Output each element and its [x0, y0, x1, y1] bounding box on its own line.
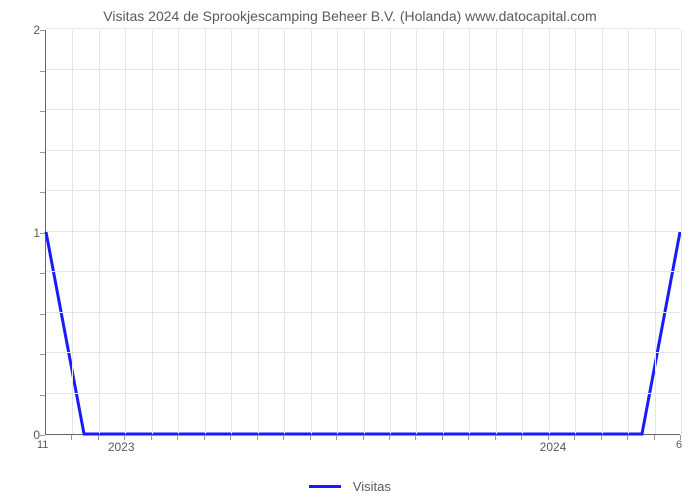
y-minor-tick: [40, 354, 45, 355]
x-tick-label: 2024: [540, 440, 567, 454]
gridline-v: [99, 30, 100, 434]
y-minor-tick: [40, 233, 45, 234]
x-tick-label: 2023: [108, 440, 135, 454]
x-minor-tick: [151, 435, 152, 440]
x-minor-tick: [627, 435, 628, 440]
gridline-h: [46, 69, 680, 70]
gridline-v: [602, 30, 603, 434]
gridline-h: [46, 393, 680, 394]
gridline-v: [416, 30, 417, 434]
y-minor-tick: [40, 192, 45, 193]
gridline-v: [522, 30, 523, 434]
plot-area: [45, 30, 680, 435]
corner-label-right: 6: [676, 439, 682, 451]
gridline-h: [46, 190, 680, 191]
gridline-h: [46, 150, 680, 151]
x-minor-tick: [521, 435, 522, 440]
gridline-h: [46, 109, 680, 110]
gridline-v: [178, 30, 179, 434]
x-minor-tick: [257, 435, 258, 440]
gridline-v: [575, 30, 576, 434]
gridline-v: [655, 30, 656, 434]
y-minor-tick: [40, 152, 45, 153]
y-minor-tick: [40, 111, 45, 112]
x-minor-tick: [283, 435, 284, 440]
y-minor-tick: [40, 71, 45, 72]
gridline-v: [496, 30, 497, 434]
gridline-h: [46, 28, 680, 29]
gridline-v: [628, 30, 629, 434]
x-minor-tick: [601, 435, 602, 440]
x-minor-tick: [336, 435, 337, 440]
x-minor-tick: [654, 435, 655, 440]
gridline-v: [549, 30, 550, 434]
legend-label: Visitas: [353, 479, 391, 494]
x-minor-tick: [389, 435, 390, 440]
gridline-v: [125, 30, 126, 434]
corner-label-left: 11: [37, 439, 48, 451]
legend-swatch: [309, 485, 341, 488]
gridline-v: [364, 30, 365, 434]
x-minor-tick: [98, 435, 99, 440]
gridline-v: [681, 30, 682, 434]
gridline-v: [443, 30, 444, 434]
y-tick-label: 0: [10, 428, 40, 442]
y-minor-tick: [40, 314, 45, 315]
gridline-h: [46, 312, 680, 313]
gridline-v: [284, 30, 285, 434]
x-minor-tick: [310, 435, 311, 440]
gridline-v: [258, 30, 259, 434]
x-minor-tick: [574, 435, 575, 440]
gridline-v: [231, 30, 232, 434]
x-minor-tick: [177, 435, 178, 440]
x-minor-tick: [363, 435, 364, 440]
x-minor-tick: [415, 435, 416, 440]
gridline-v: [205, 30, 206, 434]
gridline-h: [46, 352, 680, 353]
y-minor-tick: [40, 435, 45, 436]
y-tick-label: 2: [10, 23, 40, 37]
gridline-v: [337, 30, 338, 434]
y-minor-tick: [40, 273, 45, 274]
y-tick-label: 1: [10, 226, 40, 240]
gridline-v: [469, 30, 470, 434]
legend: Visitas: [0, 478, 700, 494]
gridline-h: [46, 231, 680, 232]
y-minor-tick: [40, 30, 45, 31]
x-minor-tick: [468, 435, 469, 440]
chart-container: Visitas 2024 de Sprookjescamping Beheer …: [0, 0, 700, 500]
chart-title: Visitas 2024 de Sprookjescamping Beheer …: [0, 8, 700, 24]
x-minor-tick: [71, 435, 72, 440]
gridline-h: [46, 271, 680, 272]
gridline-v: [390, 30, 391, 434]
y-minor-tick: [40, 395, 45, 396]
x-minor-tick: [230, 435, 231, 440]
x-minor-tick: [495, 435, 496, 440]
gridline-v: [72, 30, 73, 434]
x-minor-tick: [442, 435, 443, 440]
x-minor-tick: [204, 435, 205, 440]
gridline-v: [311, 30, 312, 434]
gridline-v: [152, 30, 153, 434]
